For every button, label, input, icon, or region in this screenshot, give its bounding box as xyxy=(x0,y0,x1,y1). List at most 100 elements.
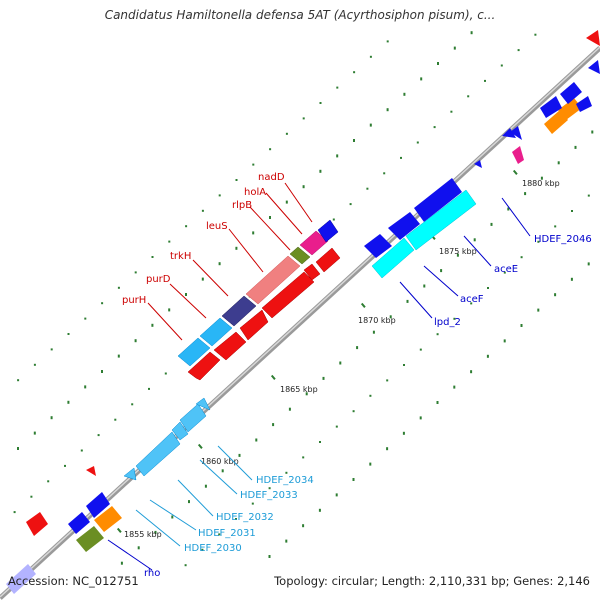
grid-dot xyxy=(168,308,171,312)
gene-block-leuS xyxy=(245,255,301,305)
grid-dot xyxy=(47,480,50,483)
grid-dot xyxy=(571,210,573,212)
grid-dot xyxy=(137,546,140,550)
label-HDEF_2032[interactable]: HDEF_2032 xyxy=(216,512,274,523)
grid-dot xyxy=(353,139,355,142)
label-HDEF_2030[interactable]: HDEF_2030 xyxy=(184,543,242,554)
grid-dot xyxy=(185,225,188,228)
grid-dot xyxy=(356,346,359,350)
grid-dot xyxy=(570,277,573,281)
grid-dot xyxy=(436,333,439,336)
grid-dot xyxy=(114,418,117,421)
grid-dot xyxy=(201,209,204,212)
grid-dot xyxy=(268,555,271,558)
grid-dot xyxy=(366,187,369,190)
gene-cluster-upper-right[interactable] xyxy=(474,30,600,168)
grid-dot xyxy=(540,176,543,180)
gene-blue-c xyxy=(414,178,462,222)
grid-dot xyxy=(319,169,322,173)
grid-dot xyxy=(557,161,560,165)
grid-dot xyxy=(252,163,255,166)
grid-dot xyxy=(33,363,36,366)
grid-dot xyxy=(218,194,221,197)
ruler-label-1875: 1875 kbp xyxy=(439,247,477,256)
label-HDEF_2046[interactable]: HDEF_2046 xyxy=(534,234,592,245)
grid-dot xyxy=(403,92,406,96)
label-HDEF_2034[interactable]: HDEF_2034 xyxy=(256,475,314,486)
grid-dot xyxy=(470,31,473,35)
grid-dot xyxy=(554,225,557,228)
grid-dot xyxy=(221,469,224,473)
grid-dot xyxy=(252,231,255,235)
grid-dot xyxy=(386,108,389,112)
gene-red-3 xyxy=(239,309,269,341)
gene-cluster-ace[interactable] xyxy=(364,178,477,279)
grid-dot xyxy=(352,410,355,413)
map-title: Candidatus Hamiltonella defensa 5AT (Acy… xyxy=(104,8,496,22)
label-nadD[interactable]: nadD xyxy=(258,172,285,183)
grid-dot xyxy=(537,240,540,243)
grid-dot xyxy=(473,238,476,242)
grid-dot xyxy=(201,277,204,281)
label-lpd_2[interactable]: lpd_2 xyxy=(434,317,461,328)
gene-red-2 xyxy=(213,331,247,361)
ruler xyxy=(116,169,518,533)
grid-dot xyxy=(80,449,83,452)
grid-dot xyxy=(67,333,70,335)
label-HDEF_2033[interactable]: HDEF_2033 xyxy=(240,490,298,501)
grid-dot xyxy=(318,508,321,512)
grid-dot xyxy=(218,533,221,536)
grid-dot xyxy=(251,502,254,505)
ruler-label-1870: 1870 kbp xyxy=(358,316,396,325)
grid-dot xyxy=(437,62,439,65)
grid-dot xyxy=(302,117,305,120)
label-holA[interactable]: holA xyxy=(244,187,266,198)
grid-dot xyxy=(67,400,70,404)
grid-dot xyxy=(302,524,305,528)
grid-dot xyxy=(154,530,157,534)
gene-block-purH xyxy=(177,337,211,367)
label-purD[interactable]: purD xyxy=(146,274,171,285)
grid-dot xyxy=(419,348,422,351)
grid-dot xyxy=(450,110,453,113)
label-rho[interactable]: rho xyxy=(144,568,160,579)
label-aceF[interactable]: aceF xyxy=(460,294,484,305)
grid-dot xyxy=(302,185,305,189)
grid-dot xyxy=(235,179,238,181)
grid-dot xyxy=(369,55,372,58)
gene-cluster-hdef[interactable] xyxy=(123,397,211,481)
grid-dot xyxy=(440,269,443,273)
ruler-label-1855: 1855 kbp xyxy=(124,530,162,539)
label-leuS[interactable]: leuS xyxy=(206,221,228,232)
grid-dot xyxy=(218,262,221,266)
label-purH[interactable]: purH xyxy=(122,295,146,306)
grid-dot xyxy=(272,423,275,427)
grid-dot xyxy=(84,317,87,320)
grid-dot xyxy=(436,401,439,404)
grid-dot xyxy=(524,192,527,196)
label-rlpB[interactable]: rlpB xyxy=(232,200,252,211)
grid-dot xyxy=(520,256,523,259)
grid-dot xyxy=(117,286,120,289)
grid-dot xyxy=(369,462,372,466)
grid-dot xyxy=(423,284,426,288)
gene-row-red[interactable] xyxy=(187,247,341,381)
label-HDEF_2031[interactable]: HDEF_2031 xyxy=(198,528,256,539)
label-aceE[interactable]: aceE xyxy=(494,264,518,275)
gene-cluster-lower-left[interactable] xyxy=(6,466,122,594)
grid-dot xyxy=(383,172,386,175)
grid-dot xyxy=(30,495,33,498)
grid-dot xyxy=(419,416,422,420)
grid-dot xyxy=(171,515,174,519)
grid-dot xyxy=(120,561,123,565)
grid-dot xyxy=(386,379,389,382)
gene-hdef-2031 xyxy=(135,431,181,477)
gene-block-purD xyxy=(199,317,233,347)
gene-cyan-lpd xyxy=(371,237,415,279)
label-trkH[interactable]: trkH xyxy=(170,251,191,262)
gene-cluster-leuS[interactable] xyxy=(177,219,339,367)
grid-dot xyxy=(335,493,338,497)
grid-dot xyxy=(416,141,419,144)
grid-dot xyxy=(487,287,489,289)
